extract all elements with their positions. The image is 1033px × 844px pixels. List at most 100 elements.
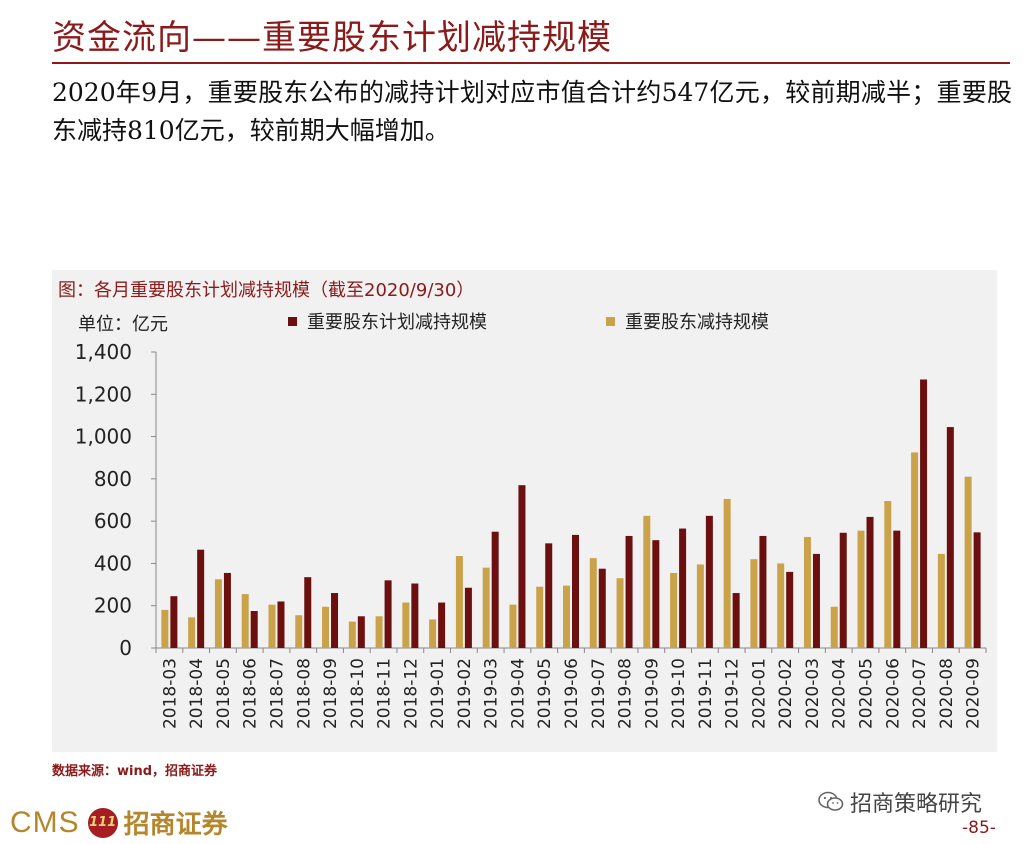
bar-planned: [197, 549, 205, 648]
bar-planned: [679, 528, 687, 648]
summary-text: 2020年9月，重要股东公布的减持计划对应市值合计约547亿元，较前期减半；重要…: [52, 78, 1012, 145]
bar-planned: [545, 543, 553, 648]
bar-actual: [830, 606, 838, 648]
x-tick-label: 2018-12: [401, 658, 421, 729]
bar-planned: [438, 602, 446, 648]
bar-planned: [732, 593, 740, 648]
bar-actual: [750, 559, 758, 648]
x-tick-label: 2020-03: [803, 658, 823, 729]
bar-actual: [670, 572, 678, 648]
bar-planned: [518, 485, 526, 648]
legend-swatch-actual: [606, 316, 615, 326]
bar-planned: [920, 379, 928, 648]
bar-planned: [411, 583, 419, 648]
bar-actual: [911, 452, 919, 648]
bar-actual: [161, 609, 169, 648]
bar-planned: [598, 568, 606, 648]
bar-actual: [563, 585, 570, 648]
x-tick-label: 2018-09: [321, 658, 341, 729]
bar-planned: [893, 530, 901, 648]
x-tick-label: 2019-04: [508, 658, 528, 729]
bar-planned: [812, 553, 820, 648]
bar-planned: [223, 572, 231, 648]
wechat-icon: [818, 791, 844, 811]
x-tick-label: 2020-07: [910, 658, 930, 729]
bar-planned: [652, 540, 660, 648]
bar-actual: [429, 619, 437, 648]
x-tick-label: 2019-12: [723, 658, 743, 729]
x-tick-label: 2019-08: [616, 658, 636, 729]
logo-text: CMS: [10, 805, 80, 839]
bar-planned: [759, 535, 767, 648]
bar-actual: [214, 579, 222, 648]
bar-actual: [857, 530, 865, 648]
bar-actual: [482, 567, 490, 648]
bar-actual: [536, 586, 544, 648]
bar-planned: [973, 532, 981, 648]
bar-actual: [803, 537, 811, 648]
bar-actual: [295, 615, 303, 648]
bar-planned: [625, 535, 633, 648]
x-tick-label: 2019-06: [562, 658, 582, 729]
legend-item-actual: 重要股东减持规模: [606, 308, 769, 334]
bar-actual: [643, 515, 651, 648]
y-tick-label: 600: [94, 509, 132, 533]
bar-actual: [884, 501, 892, 648]
x-tick-label: 2019-02: [455, 658, 475, 729]
x-tick-label: 2020-08: [937, 658, 957, 729]
bar-planned: [464, 587, 472, 648]
legend-label-actual: 重要股东减持规模: [625, 312, 769, 333]
unit-label: 单位：亿元: [78, 314, 168, 335]
bar-planned: [170, 596, 178, 648]
bar-actual: [268, 604, 276, 648]
x-tick-label: 2018-06: [241, 658, 261, 729]
bar-actual: [777, 563, 785, 648]
x-tick-label: 2020-05: [857, 658, 877, 729]
bar-planned: [705, 515, 713, 648]
y-tick-label: 200: [94, 594, 132, 618]
wechat-account: 招商策略研究: [818, 786, 982, 818]
x-tick-label: 2018-07: [267, 658, 287, 729]
bar-planned: [866, 516, 874, 648]
x-tick-label: 2018-10: [348, 658, 368, 729]
x-tick-label: 2019-01: [428, 658, 448, 729]
bar-actual: [375, 616, 383, 648]
x-tick-label: 2020-01: [749, 658, 769, 729]
bar-planned: [277, 601, 285, 648]
x-tick-label: 2018-04: [187, 658, 207, 729]
x-tick-label: 2020-09: [964, 658, 984, 729]
cms-logo: CMS 111 招商证券: [10, 804, 228, 841]
bar-planned: [786, 571, 794, 648]
x-tick-label: 2019-09: [642, 658, 662, 729]
bar-actual: [322, 606, 330, 648]
bar-chart: 0 200 400 600 800 1,000 1,200 1,400 2018-03 2018-…: [75, 340, 987, 729]
title-divider: [52, 62, 1010, 64]
x-tick-label: 2020-04: [830, 658, 850, 729]
bar-actual: [696, 564, 704, 648]
bar-planned: [946, 427, 954, 648]
bar-planned: [304, 577, 312, 648]
x-tick-label: 2019-10: [669, 658, 689, 729]
bar-actual: [509, 604, 517, 648]
bar-planned: [839, 532, 847, 648]
bar-actual: [937, 553, 945, 648]
bar-actual: [348, 621, 356, 648]
y-tick-label: 800: [94, 467, 132, 491]
slide-title: 资金流向——重要股东计划减持规模: [52, 18, 612, 58]
data-source: 数据来源：wind，招商证券: [52, 764, 218, 779]
x-tick-label: 2018-05: [214, 658, 234, 729]
bar-actual: [616, 578, 624, 648]
page-number: -85-: [962, 818, 996, 838]
wechat-label: 招商策略研究: [850, 792, 983, 817]
logo-company-name: 招商证券: [123, 810, 228, 840]
x-tick-label: 2018-03: [160, 658, 180, 729]
x-tick-label: 2018-08: [294, 658, 314, 729]
bar-planned: [491, 531, 499, 648]
bar-actual: [188, 617, 196, 648]
bar-actual: [455, 556, 463, 648]
bar-planned: [250, 611, 258, 648]
bar-actual: [964, 476, 972, 648]
bar-planned: [384, 580, 392, 648]
legend-item-planned: 重要股东计划减持规模: [288, 308, 487, 334]
bar-planned: [331, 593, 339, 648]
